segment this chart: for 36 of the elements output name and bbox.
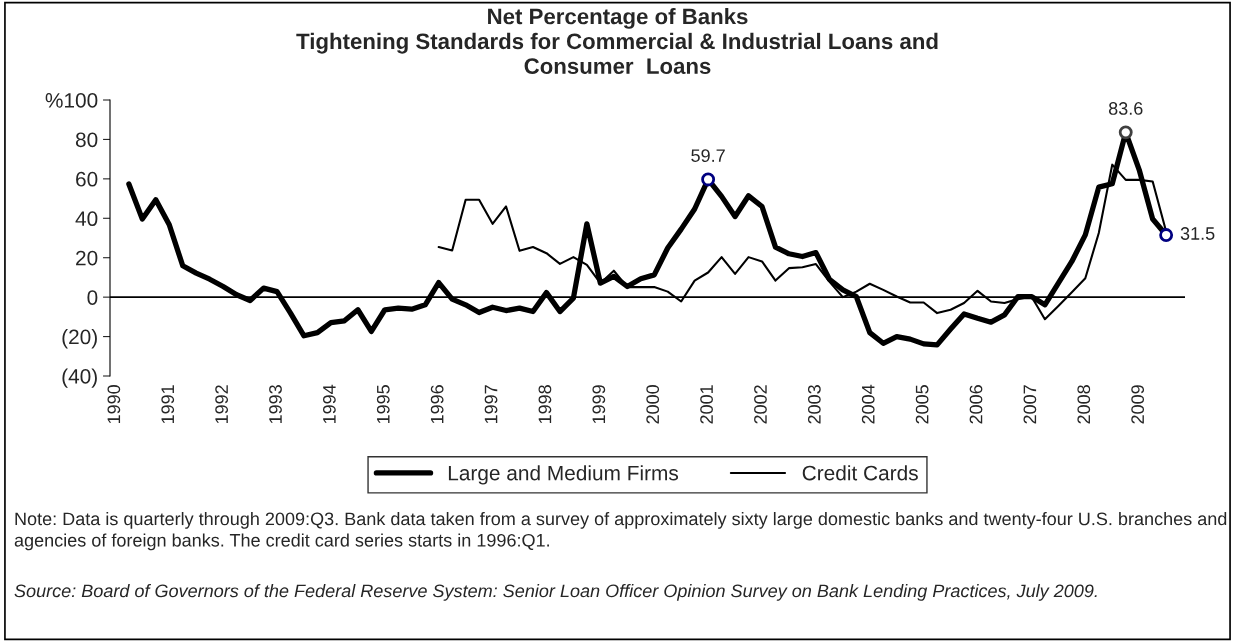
x-tick-label: 1990 [107,385,121,424]
x-tick-label: 1996 [430,385,444,424]
x-tick-label: 1992 [215,385,228,424]
x-tick-label: 2006 [969,385,983,424]
x-tick-label: 2009 [1131,385,1145,424]
x-tick-label: 1998 [538,385,552,424]
x-tick-label: 2004 [861,384,875,424]
annotation: 83.6 [1108,102,1143,115]
y-tick-label: (20) [62,329,97,349]
x-tick-label: 1991 [161,385,175,424]
x-tick-label: 2002 [754,385,767,424]
y-tick-label: 80 [75,132,98,148]
annotation: 31.5 [1180,227,1215,240]
x-tick-label: 1997 [484,385,498,424]
source-note: Source: Board of Governors of the Federal Reserve System: Senior Loan Officer Opinion Survey on Bank Lending Practices, July 2009. [14,584,1097,601]
x-tick-label: 1999 [592,385,606,424]
y-tick-label: 0 [87,290,98,305]
x-tick-label: 2001 [700,385,713,424]
x-tick-label: 1995 [376,385,390,424]
x-tick-label: 1993 [269,385,282,424]
chart-title: Net Percentage of Banks Tightening Standards for Commercial & Industrial Loans and Consumer Loans [296,8,938,74]
legend-label: Large and Medium Firms [448,465,679,485]
y-tick-label: 20 [76,250,98,266]
text: Note: Data is quarterly through 2009:Q3. Bank data taken from a survey of approximately sixty large domestic banks and twenty-four U.S. branches and agencies of foreign banks. The credit card series starts in 1996:Q1. [14,512,1227,551]
x-tick-label: 2003 [807,385,821,424]
x-tick-label: 2005 [915,385,929,424]
x-tick-label: 2007 [1023,385,1037,424]
annotation: 59.7 [691,149,725,162]
x-tick-label: 2000 [646,385,660,424]
y-tick-label: 60 [76,171,98,187]
y-tick-label: 40 [75,211,98,227]
x-tick-label: 2008 [1077,385,1091,424]
x-tick-label: 1994 [322,384,336,424]
y-tick-label: %100 [45,93,98,108]
y-tick-label: (40) [62,368,97,388]
legend-label: Credit Cards [802,465,918,481]
